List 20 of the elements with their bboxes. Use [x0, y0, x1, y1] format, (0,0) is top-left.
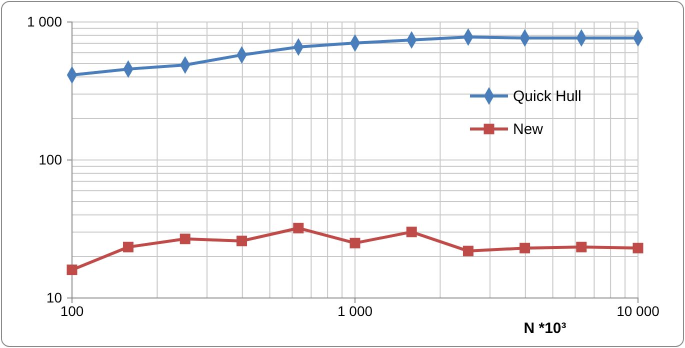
x-tick-label: 1 000 [337, 302, 373, 319]
y-tick-label: 10 [46, 289, 62, 306]
x-tick-label: 10 000 [616, 302, 660, 319]
point [350, 238, 360, 248]
point [406, 226, 417, 238]
legend-label: Quick Hull [513, 88, 582, 105]
point [122, 242, 134, 252]
x-tick-label: 100 [60, 302, 84, 319]
point [180, 234, 190, 244]
point [293, 222, 304, 234]
y-tick-label: 1 000 [26, 13, 62, 30]
point [576, 242, 587, 252]
point [520, 242, 530, 254]
point [632, 242, 644, 254]
y-tick-label: 100 [38, 151, 62, 168]
x-axis-title: N *10³ [524, 320, 566, 337]
point [462, 246, 474, 256]
legend-label: New [513, 121, 544, 138]
point [66, 264, 78, 276]
point [236, 236, 248, 246]
